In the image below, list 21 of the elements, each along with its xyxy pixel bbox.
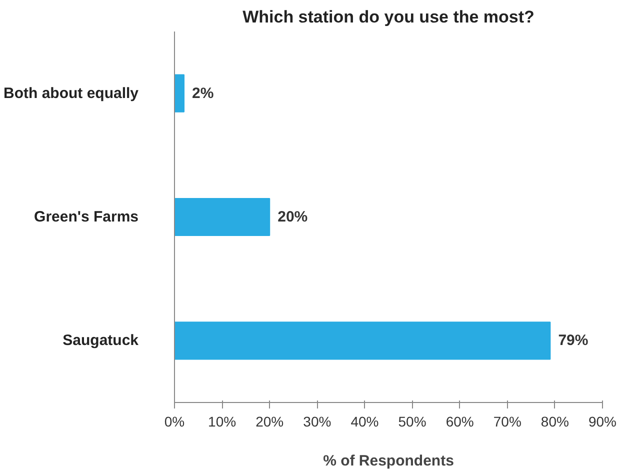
x-tick-label: 70% <box>493 414 522 430</box>
x-tick-label: 80% <box>540 414 569 430</box>
x-tick-label: 20% <box>256 414 284 430</box>
data-label: 20% <box>278 208 308 226</box>
bar <box>174 74 185 112</box>
x-tick-label: 0% <box>164 414 185 430</box>
x-tick-label: 90% <box>588 414 617 430</box>
y-tick-label: Both about equally <box>4 84 140 102</box>
x-axis-title: % of Respondents <box>323 452 454 470</box>
y-tick-label: Saugatuck <box>62 332 140 350</box>
x-tick-label: 40% <box>350 414 379 430</box>
bar <box>174 322 551 360</box>
data-label: 79% <box>558 332 588 350</box>
y-tick-label: Green's Farms <box>34 208 138 226</box>
x-tick-label: 10% <box>208 414 236 430</box>
bar <box>174 198 270 236</box>
x-tick-label: 30% <box>303 414 332 430</box>
chart-title: Which station do you use the most? <box>242 8 534 26</box>
x-tick-label: 60% <box>446 414 474 430</box>
x-tick-label: 50% <box>398 414 426 430</box>
data-label: 2% <box>192 84 214 102</box>
